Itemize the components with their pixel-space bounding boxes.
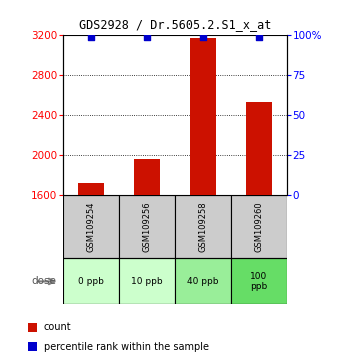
Text: 40 ppb: 40 ppb xyxy=(187,277,219,286)
Bar xyxy=(231,195,287,258)
Text: percentile rank within the sample: percentile rank within the sample xyxy=(44,342,209,352)
Bar xyxy=(63,195,119,258)
Bar xyxy=(78,183,104,195)
Text: GDS2928 / Dr.5605.2.S1_x_at: GDS2928 / Dr.5605.2.S1_x_at xyxy=(79,18,271,31)
Text: count: count xyxy=(44,322,71,332)
Text: GSM109254: GSM109254 xyxy=(86,201,96,252)
Bar xyxy=(231,258,287,304)
Point xyxy=(256,34,262,40)
Text: dose: dose xyxy=(31,276,56,286)
Text: 0 ppb: 0 ppb xyxy=(78,277,104,286)
Bar xyxy=(175,258,231,304)
Text: GSM109256: GSM109256 xyxy=(142,201,152,252)
Text: 100
ppb: 100 ppb xyxy=(250,272,268,291)
Bar xyxy=(134,159,160,195)
Bar xyxy=(119,258,175,304)
Text: 10 ppb: 10 ppb xyxy=(131,277,163,286)
Text: GSM109260: GSM109260 xyxy=(254,201,264,252)
Bar xyxy=(246,102,272,195)
Point xyxy=(144,34,150,40)
Point xyxy=(88,34,94,40)
Bar xyxy=(63,258,119,304)
Text: GSM109258: GSM109258 xyxy=(198,201,208,252)
Bar xyxy=(190,38,216,195)
Point xyxy=(200,34,206,40)
Bar xyxy=(175,195,231,258)
Bar xyxy=(119,195,175,258)
